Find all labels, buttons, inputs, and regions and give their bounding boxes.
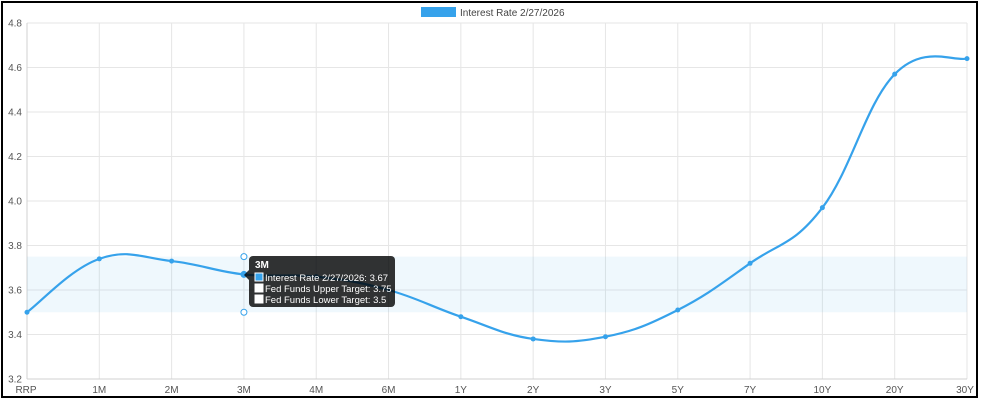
x-tick-label: RRP [15, 385, 36, 396]
x-tick-label: 2M [165, 385, 179, 396]
tooltip-title: 3M [255, 260, 269, 271]
x-tick-label: 5Y [672, 385, 685, 396]
data-point[interactable] [24, 309, 30, 315]
y-tick-label: 3.8 [8, 241, 22, 252]
x-tick-label: 1Y [455, 385, 468, 396]
y-tick-label: 4.2 [8, 152, 22, 163]
fed-funds-band [27, 256, 967, 313]
grid [26, 22, 968, 380]
y-tick-label: 4.6 [8, 63, 22, 74]
data-point[interactable] [747, 260, 753, 266]
data-point[interactable] [458, 314, 464, 320]
tooltip-box [249, 256, 395, 307]
tooltip-line-series: Interest Rate 2/27/2026: 3.67 [265, 273, 388, 284]
x-tick-label: 4M [309, 385, 323, 396]
x-tick-label: 3M [237, 385, 251, 396]
fed-funds-band-area [27, 256, 967, 313]
x-tick-label: 10Y [813, 385, 831, 396]
y-tick-label: 3.6 [8, 286, 22, 297]
y-tick-label: 3.2 [8, 375, 22, 386]
data-point[interactable] [819, 205, 825, 211]
tooltip-line-upper: Fed Funds Upper Target: 3.75 [265, 284, 392, 295]
data-point[interactable] [964, 56, 970, 62]
y-tick-label: 4.4 [8, 108, 22, 119]
series-line-layer [26, 55, 968, 343]
tooltip-swatch-series [254, 272, 264, 282]
y-tick-label: 4.0 [8, 197, 22, 208]
x-tick-label: 6M [382, 385, 396, 396]
x-tick-label: 7Y [744, 385, 757, 396]
data-point[interactable] [530, 336, 536, 342]
x-tick-label: 3Y [599, 385, 612, 396]
tooltip: 3M Interest Rate 2/27/2026: 3.67 Fed Fun… [244, 256, 395, 307]
data-point[interactable] [169, 258, 175, 264]
lower-target-marker [240, 308, 248, 316]
y-tick-label: 3.4 [8, 330, 22, 341]
x-tick-label: 1M [92, 385, 106, 396]
x-tick-label: 30Y [956, 385, 974, 396]
data-point[interactable] [892, 71, 898, 77]
x-tick-label: 20Y [886, 385, 904, 396]
legend[interactable]: Interest Rate 2/27/2026 [421, 7, 565, 19]
tooltip-caret [244, 270, 249, 280]
tooltip-swatch-lower [254, 294, 264, 304]
y-axis-ticks: 3.2 3.4 3.6 3.8 4.0 4.2 4.4 4.6 4.8 [8, 19, 22, 386]
y-tick-label: 4.8 [8, 19, 22, 30]
legend-label: Interest Rate 2/27/2026 [460, 8, 565, 19]
series-line [26, 55, 968, 343]
x-tick-label: 2Y [527, 385, 540, 396]
legend-swatch [421, 7, 456, 17]
x-axis-ticks: RRP 1M 2M 3M 4M 6M 1Y 2Y 3Y 5Y 7Y 10Y 20Y 30Y [15, 385, 974, 396]
tooltip-swatch-upper [254, 283, 264, 293]
upper-target-marker [240, 253, 248, 261]
data-point[interactable] [602, 334, 608, 340]
tooltip-line-lower: Fed Funds Lower Target: 3.5 [265, 295, 386, 306]
data-point[interactable] [96, 256, 102, 262]
data-point[interactable] [675, 307, 681, 313]
